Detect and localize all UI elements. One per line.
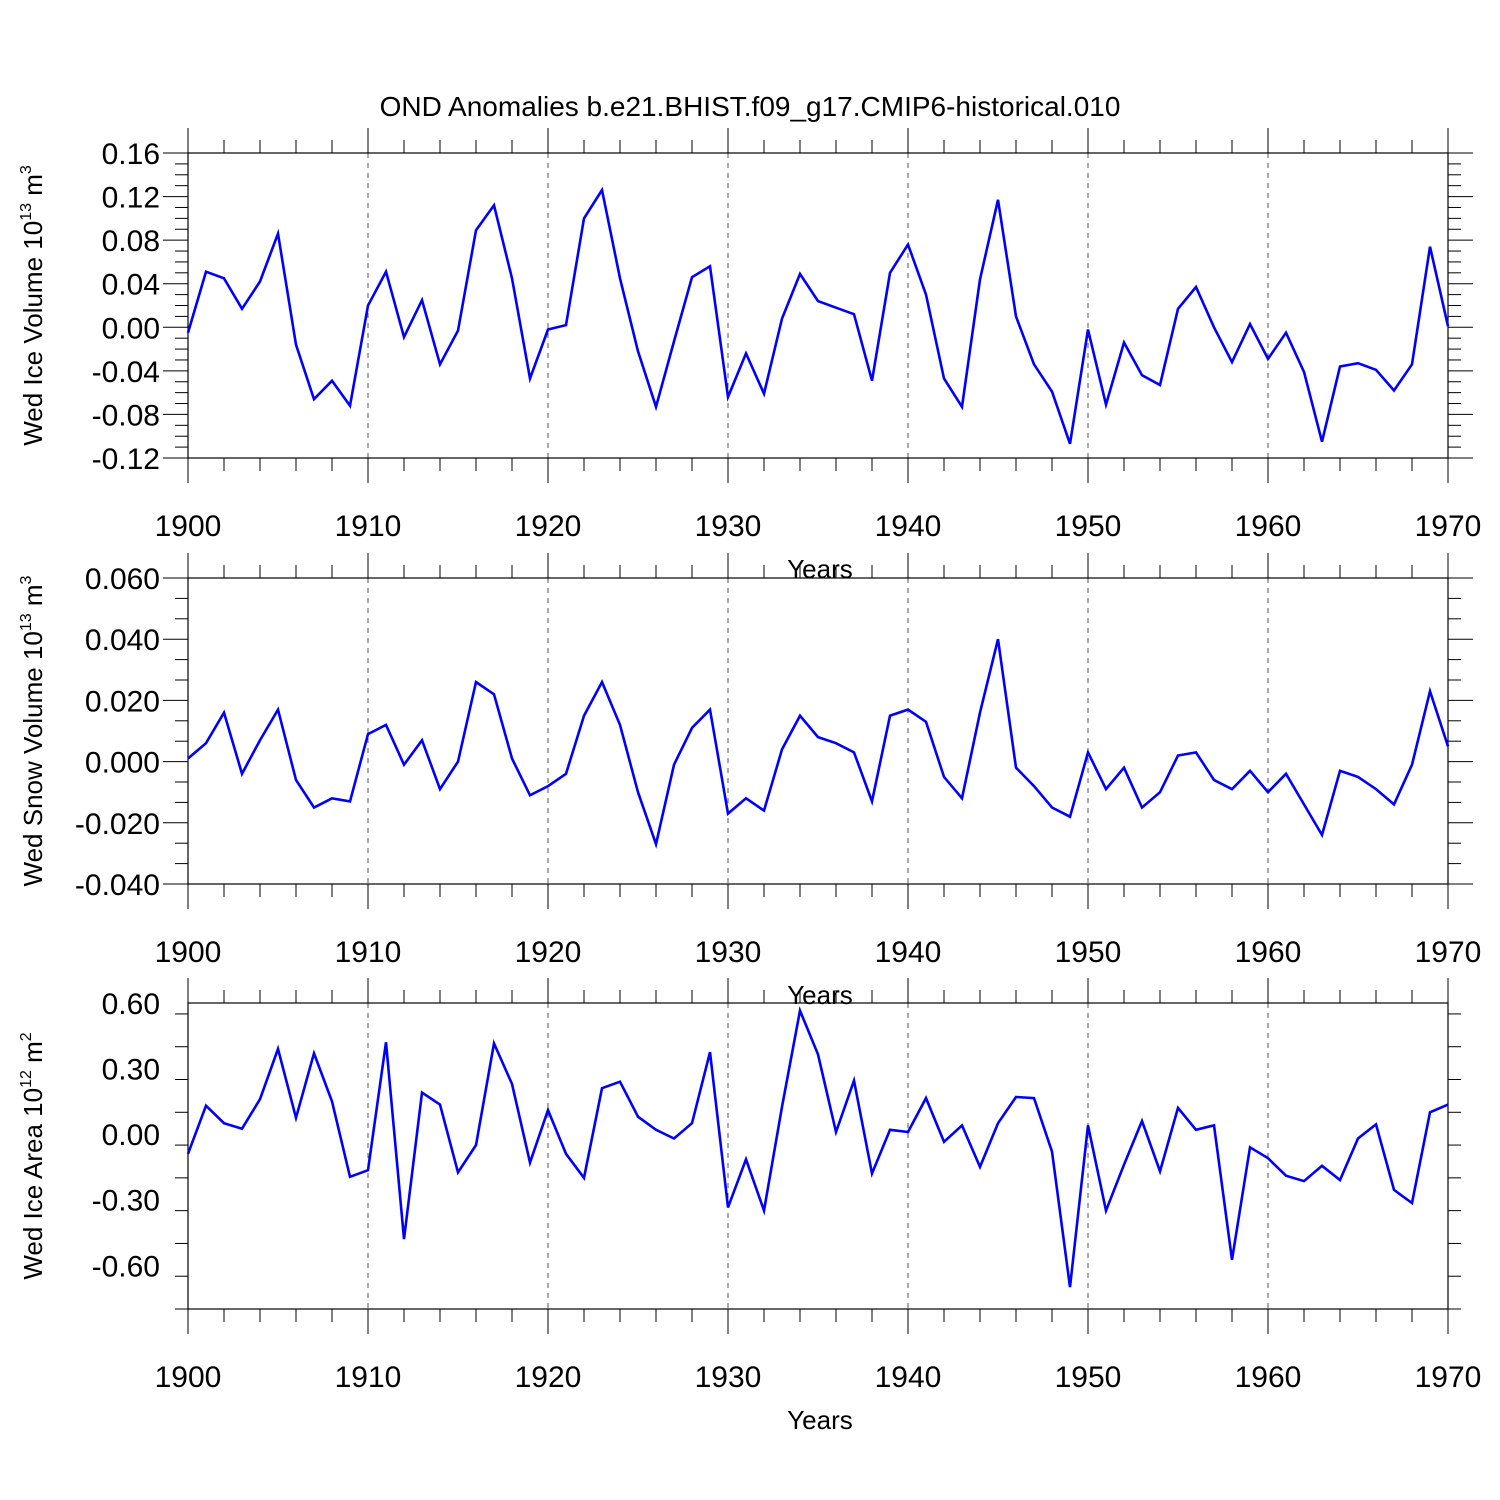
x-tick-label: 1960 (1235, 936, 1302, 969)
y-tick-label: -0.60 (92, 1250, 160, 1283)
plot-frame (187, 577, 1449, 885)
y-tick-label: 0.08 (102, 225, 160, 258)
figure-title: OND Anomalies b.e21.BHIST.f09_g17.CMIP6-… (380, 91, 1121, 122)
x-tick-label: 1940 (875, 936, 942, 969)
panel-2: 1900 1910 1920 1930 1940 1950 1960 1970 Years -0.… (18, 553, 1481, 1010)
y-tick-label: -0.30 (92, 1185, 160, 1218)
y-axis-title: Wed Ice Area 1012 m2 (18, 1032, 48, 1279)
panel-1: 1900 1910 1920 1930 1940 1950 1960 1970 Years -0.… (18, 128, 1481, 584)
y-tick-label: -0.020 (75, 808, 160, 841)
x-axis-title: Years (787, 554, 853, 584)
x-tick-label: 1940 (875, 1361, 942, 1394)
x-tick-label: 1950 (1055, 510, 1122, 543)
x-tick-label: 1900 (155, 510, 222, 543)
x-tick-label: 1950 (1055, 936, 1122, 969)
series-line (186, 1006, 1449, 1288)
y-tick-label: 0.12 (102, 182, 160, 215)
series-line (186, 186, 1450, 445)
x-tick-label: 1930 (695, 1361, 762, 1394)
panel-3: 1900 1910 1920 1930 1940 1950 1960 1970 Years -0.… (18, 978, 1481, 1435)
x-tick-label: 1900 (155, 1361, 222, 1394)
x-tick-label: 1910 (335, 510, 402, 543)
x-tick-label: 1920 (515, 1361, 582, 1394)
y-tick-label: 0.020 (85, 685, 160, 718)
y-tick-label: 0.16 (102, 138, 160, 171)
x-tick-label: 1920 (515, 510, 582, 543)
y-tick-label: -0.08 (92, 399, 160, 432)
x-tick-label: 1910 (335, 1361, 402, 1394)
x-tick-label: 1960 (1235, 1361, 1302, 1394)
x-tick-label: 1970 (1415, 936, 1482, 969)
plot-frame (187, 1002, 1449, 1310)
y-tick-label: -0.04 (92, 356, 160, 389)
y-tick-label: 0.60 (102, 988, 160, 1021)
x-tick-label: 1930 (695, 936, 762, 969)
x-tick-label: 1940 (875, 510, 942, 543)
x-tick-label: 1950 (1055, 1361, 1122, 1394)
panels: 1900 1910 1920 1930 1940 1950 1960 1970 Years -0.… (18, 128, 1481, 1435)
y-tick-label: 0.04 (102, 269, 160, 302)
plot-frame (187, 152, 1449, 459)
y-axis-title: Wed Snow Volume 1013 m3 (18, 575, 48, 886)
y-tick-label: 0.060 (85, 563, 160, 596)
x-tick-label: 1970 (1415, 510, 1482, 543)
x-tick-label: 1910 (335, 936, 402, 969)
y-tick-label: 0.30 (102, 1054, 160, 1087)
y-axis-title: Wed Ice Volume 1013 m3 (18, 165, 48, 446)
x-tick-label: 1960 (1235, 510, 1302, 543)
y-tick-label: 0.00 (102, 1119, 160, 1152)
x-tick-label: 1920 (515, 936, 582, 969)
x-tick-label: 1900 (155, 936, 222, 969)
y-tick-label: 0.000 (85, 747, 160, 780)
x-tick-label: 1930 (695, 510, 762, 543)
y-tick-label: -0.040 (75, 869, 160, 902)
x-axis-title: Years (787, 980, 853, 1010)
x-tick-label: 1970 (1415, 1361, 1482, 1394)
x-axis-title: Years (787, 1405, 853, 1435)
y-tick-label: 0.040 (85, 624, 160, 657)
series-line (187, 638, 1450, 849)
y-tick-label: 0.00 (102, 312, 160, 345)
y-tick-label: -0.12 (92, 443, 160, 476)
